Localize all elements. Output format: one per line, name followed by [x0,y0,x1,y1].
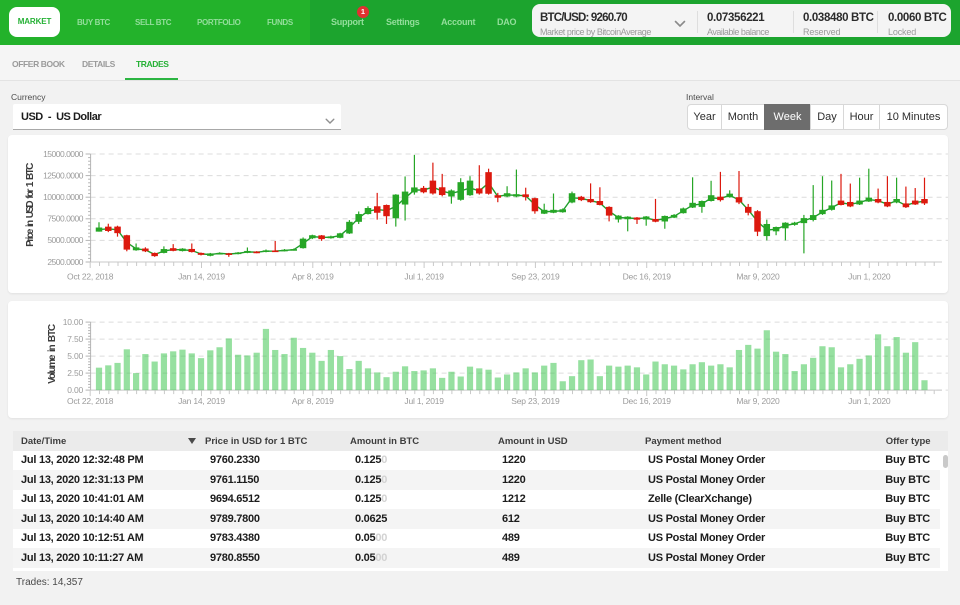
svg-text:Apr 8, 2019: Apr 8, 2019 [292,272,334,282]
svg-text:7.50: 7.50 [67,333,83,343]
svg-text:10000.0000: 10000.0000 [43,192,84,202]
svg-text:Jul 1, 2019: Jul 1, 2019 [404,272,444,282]
svg-text:Jun 1, 2020: Jun 1, 2020 [848,272,891,282]
svg-text:Oct 22, 2018: Oct 22, 2018 [67,272,114,282]
svg-text:Apr 8, 2019: Apr 8, 2019 [292,396,334,406]
svg-text:2.50: 2.50 [67,367,83,377]
svg-text:0.00: 0.00 [67,384,83,394]
svg-text:Sep 23, 2019: Sep 23, 2019 [511,396,560,406]
svg-text:5000.0000: 5000.0000 [47,235,83,245]
svg-text:7500.0000: 7500.0000 [47,214,83,224]
svg-text:Jun 1, 2020: Jun 1, 2020 [848,396,891,406]
svg-text:12500.0000: 12500.0000 [43,170,84,180]
svg-text:2500.0000: 2500.0000 [47,257,83,267]
svg-text:Oct 22, 2018: Oct 22, 2018 [67,396,114,406]
svg-text:15000.0000: 15000.0000 [43,149,84,159]
svg-text:Sep 23, 2019: Sep 23, 2019 [511,272,560,282]
svg-text:Dec 16, 2019: Dec 16, 2019 [623,396,672,406]
svg-text:10.00: 10.00 [63,316,84,326]
svg-text:Dec 16, 2019: Dec 16, 2019 [623,272,672,282]
svg-text:Jan 14, 2019: Jan 14, 2019 [178,272,225,282]
svg-text:Price in USD for 1 BTC: Price in USD for 1 BTC [25,163,36,247]
svg-text:Volume in BTC: Volume in BTC [47,324,58,384]
svg-text:Mar 9, 2020: Mar 9, 2020 [736,272,780,282]
svg-text:5.00: 5.00 [67,350,83,360]
svg-text:Mar 9, 2020: Mar 9, 2020 [736,396,780,406]
svg-text:Jan 14, 2019: Jan 14, 2019 [178,396,225,406]
svg-text:Jul 1, 2019: Jul 1, 2019 [404,396,444,406]
